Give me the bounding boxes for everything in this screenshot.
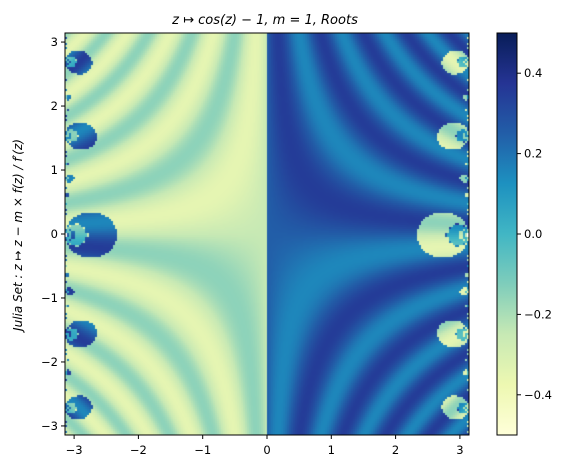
colorbar-tick-label: −0.2 (524, 307, 552, 321)
colorbar-tick-label: 0.0 (524, 227, 542, 241)
y-axis-label: Julia Set : z ↦ z − m × f(z) / f′(z) (11, 139, 25, 333)
x-tick-label: 1 (328, 443, 335, 457)
heatmap-plot-area (64, 32, 470, 436)
colorbar-gradient (496, 32, 518, 436)
x-tick-label: −1 (194, 443, 211, 457)
colorbar (496, 32, 518, 436)
colorbar-tick-label: 0.2 (524, 147, 542, 161)
y-tick-label: −3 (41, 419, 58, 433)
y-axis: −3 −2 −1 0 1 2 3 (41, 35, 65, 433)
x-tick-label: 0 (263, 443, 270, 457)
y-tick-label: −1 (41, 291, 58, 305)
y-tick-label: 1 (51, 163, 58, 177)
x-tick-label: 3 (456, 443, 463, 457)
x-tick-label: −3 (66, 443, 83, 457)
x-tick-label: 2 (392, 443, 399, 457)
y-tick-label: 2 (51, 99, 58, 113)
colorbar-tick-label: 0.4 (524, 66, 542, 80)
colorbar-tick-label: −0.4 (524, 388, 552, 402)
colorbar-axis: −0.4 −0.2 0.0 0.2 0.4 (517, 66, 552, 402)
x-axis: −3 −2 −1 0 1 2 3 (66, 435, 464, 457)
chart-title: z ↦ cos(z) − 1, m = 1, Roots (171, 13, 358, 28)
y-tick-label: 3 (51, 35, 58, 49)
heatmap-image (65, 33, 469, 435)
x-tick-label: −2 (130, 443, 147, 457)
y-tick-label: 0 (51, 227, 58, 241)
y-tick-label: −2 (41, 355, 58, 369)
